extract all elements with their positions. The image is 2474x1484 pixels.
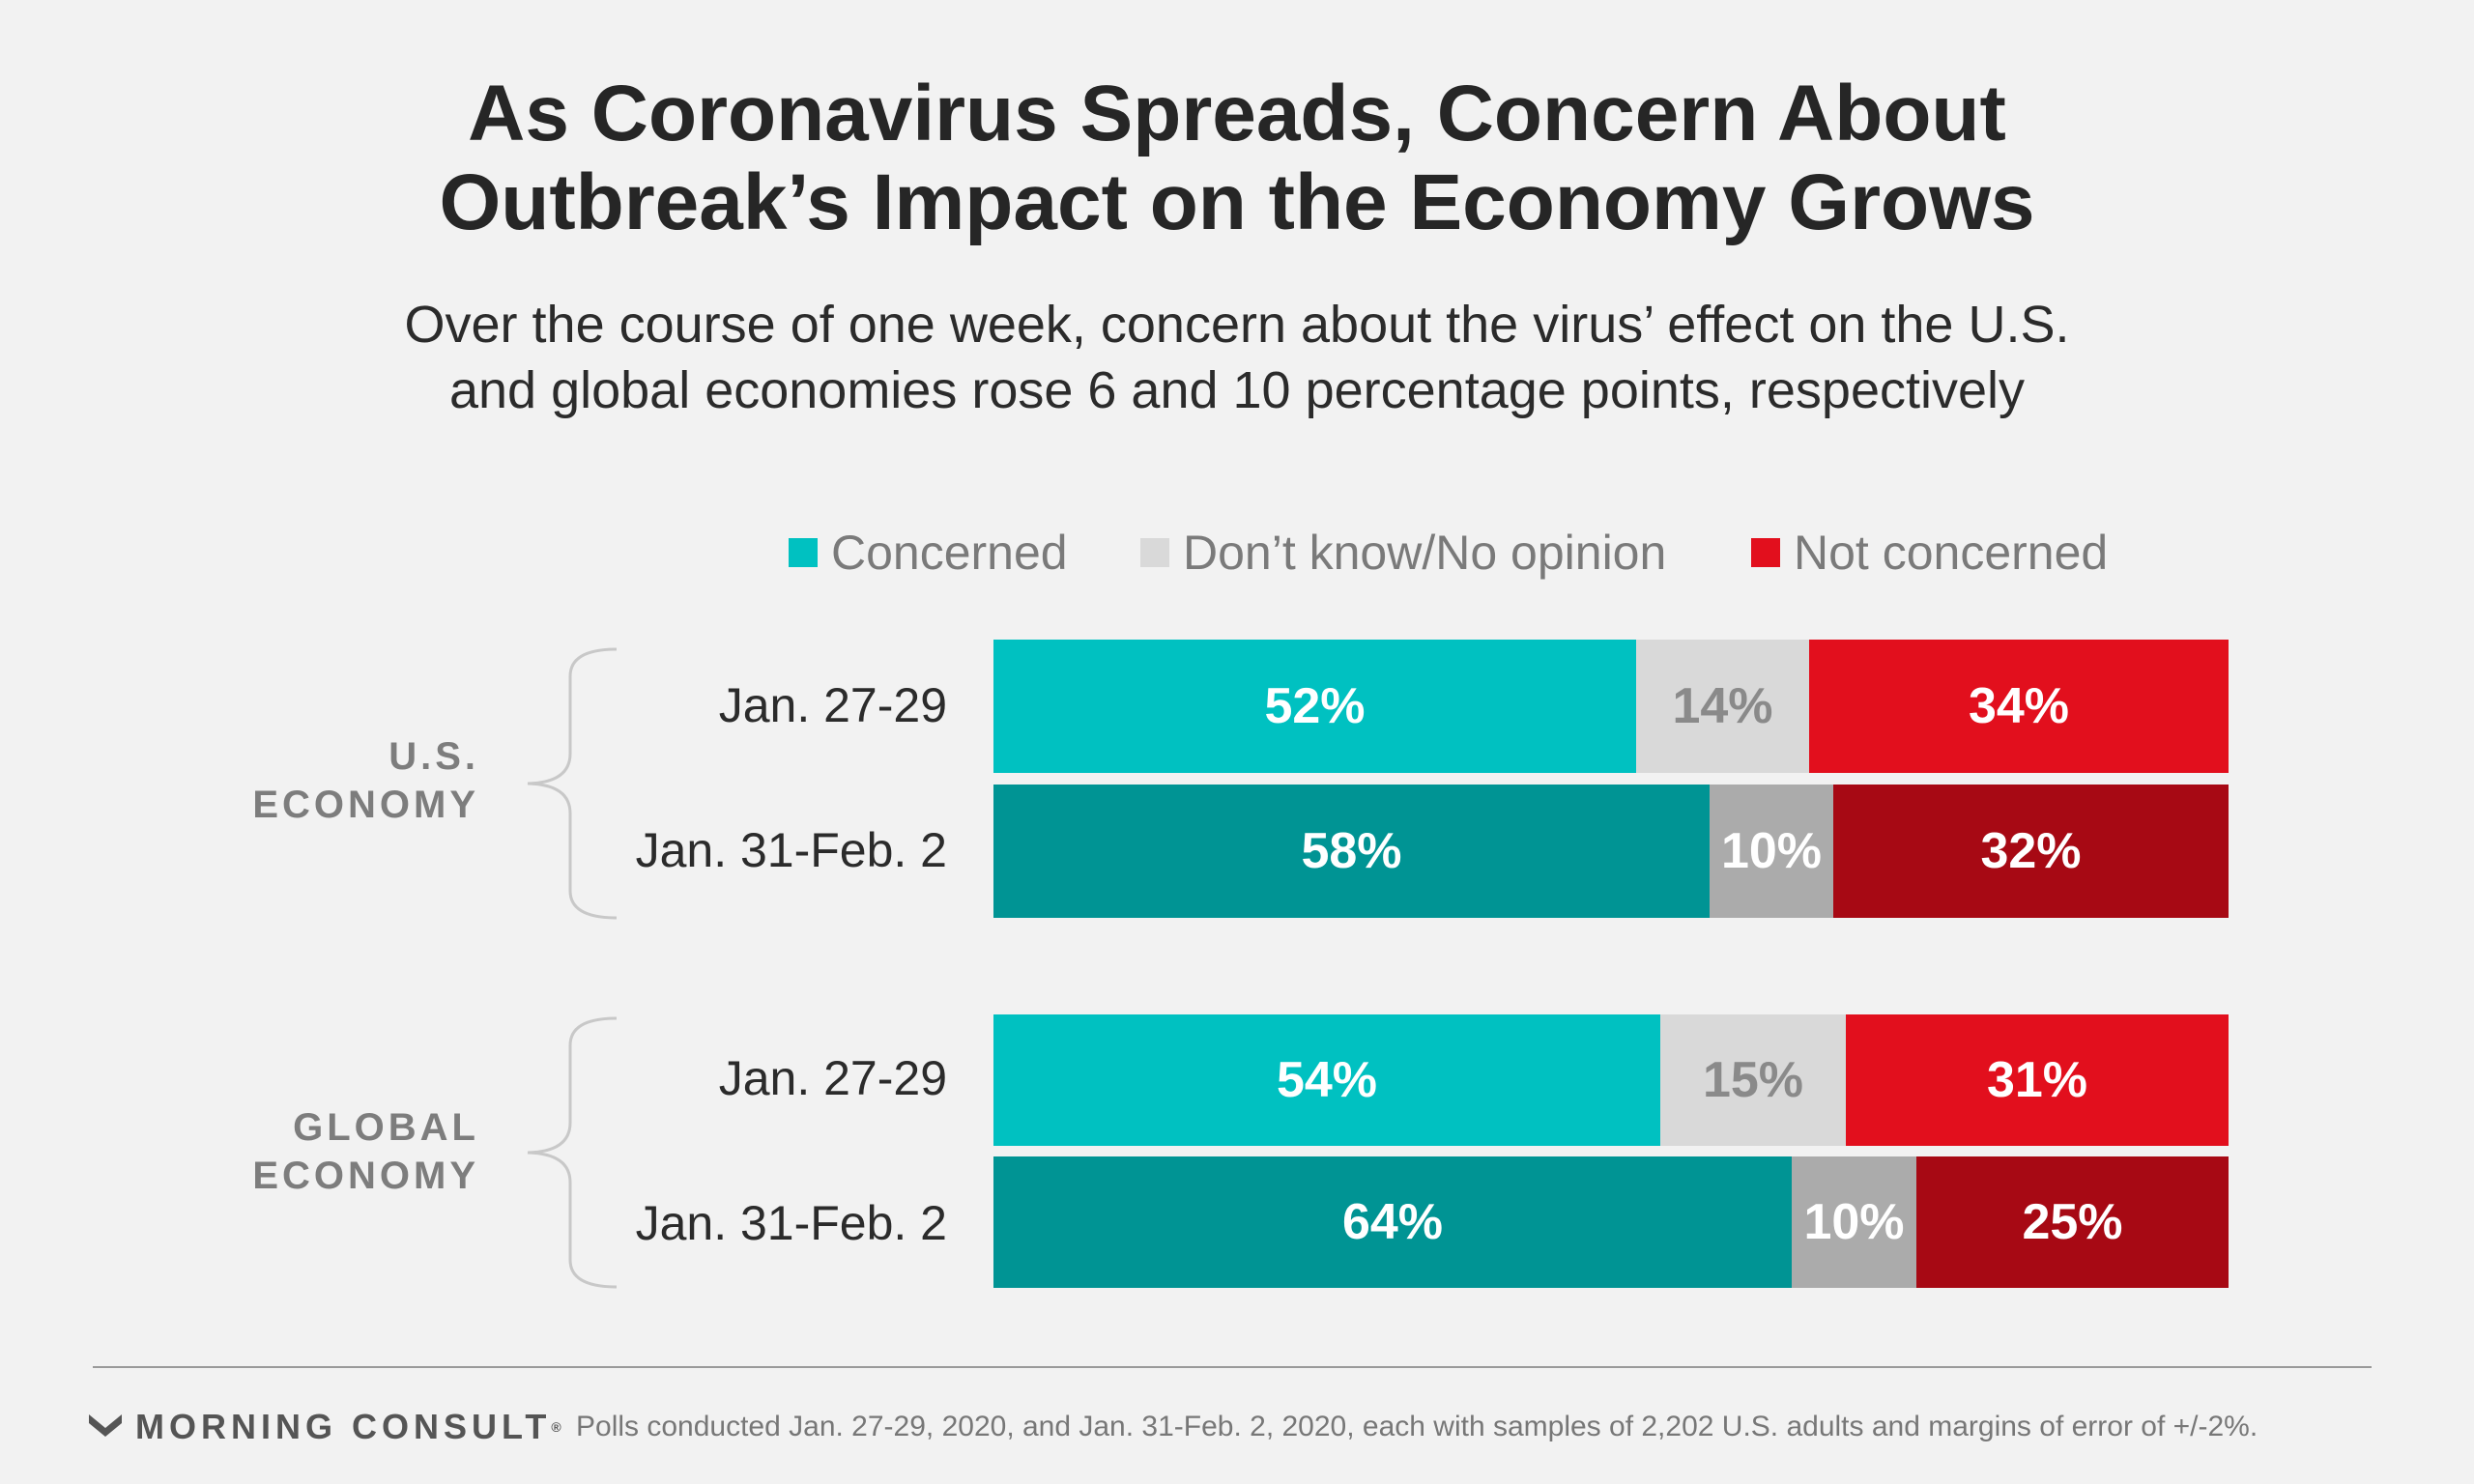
bar-segment-dont-know: 10% [1792,1156,1916,1288]
bar-segment-not-concerned: 32% [1833,785,2229,918]
title-line-2: Outbreak’s Impact on the Economy Grows [439,158,2035,246]
legend-swatch-dont-know [1140,537,1169,567]
bar-segment-not-concerned: 25% [1916,1156,2229,1288]
morning-consult-logo-icon [89,1414,122,1438]
chart-subtitle: Over the course of one week, concern abo… [0,292,2474,423]
stacked-bar-global-jan31-feb2: 64% 10% 25% [993,1156,2229,1288]
group-label-line: GLOBAL [293,1106,479,1149]
bar-segment-dont-know: 14% [1636,640,1809,773]
group-label-us-economy: U.S. ECONOMY [222,732,479,829]
title-line-1: As Coronavirus Spreads, Concern About [468,70,2006,157]
stacked-bar-us-jan31-feb2: 58% 10% 32% [993,785,2229,918]
bar-segment-not-concerned: 34% [1809,640,2229,773]
source-note: Polls conducted Jan. 27-29, 2020, and Ja… [576,1411,2258,1442]
bracket-global-economy [527,1016,618,1289]
bar-segment-concerned: 52% [993,640,1636,773]
legend-item-not-concerned: Not concerned [1751,522,2108,584]
chart-title: As Coronavirus Spreads, Concern About Ou… [0,70,2474,247]
group-label-global-economy: GLOBAL ECONOMY [222,1103,479,1200]
row-label: Jan. 27-29 [718,678,947,732]
logo-text: MORNING CONSULT [135,1407,552,1446]
subtitle-line-1: Over the course of one week, concern abo… [404,296,2070,354]
stacked-bar-us-jan27-29: 52% 14% 34% [993,640,2229,773]
legend-label-dont-know: Don’t know/No opinion [1183,526,1667,580]
bar-segment-dont-know: 10% [1710,785,1833,918]
legend-item-dont-know: Don’t know/No opinion [1140,522,1666,584]
legend: Concerned Don’t know/No opinion Not conc… [0,522,2474,584]
footer-divider [93,1366,2372,1368]
legend-item-concerned: Concerned [789,522,1068,584]
bracket-us-economy [527,647,618,920]
legend-label-concerned: Concerned [831,526,1068,580]
legend-swatch-concerned [789,537,818,567]
group-label-line: ECONOMY [252,784,479,826]
row-label: Jan. 31-Feb. 2 [635,823,947,877]
stacked-bar-global-jan27-29: 54% 15% 31% [993,1014,2229,1146]
group-label-line: ECONOMY [252,1155,479,1197]
bar-segment-not-concerned: 31% [1846,1014,2229,1146]
legend-label-not-concerned: Not concerned [1794,526,2109,580]
bar-segment-concerned: 58% [993,785,1710,918]
subtitle-line-2: and global economies rose 6 and 10 perce… [448,361,2026,419]
legend-swatch-not-concerned [1751,537,1780,567]
bar-segment-dont-know: 15% [1660,1014,1846,1146]
logo-registered-mark: ® [551,1419,561,1435]
row-label: Jan. 27-29 [718,1051,947,1105]
bar-segment-concerned: 54% [993,1014,1660,1146]
morning-consult-logo: MORNING CONSULT® [87,1403,561,1451]
row-label: Jan. 31-Feb. 2 [635,1196,947,1250]
bar-segment-concerned: 64% [993,1156,1792,1288]
group-label-line: U.S. [388,735,479,778]
